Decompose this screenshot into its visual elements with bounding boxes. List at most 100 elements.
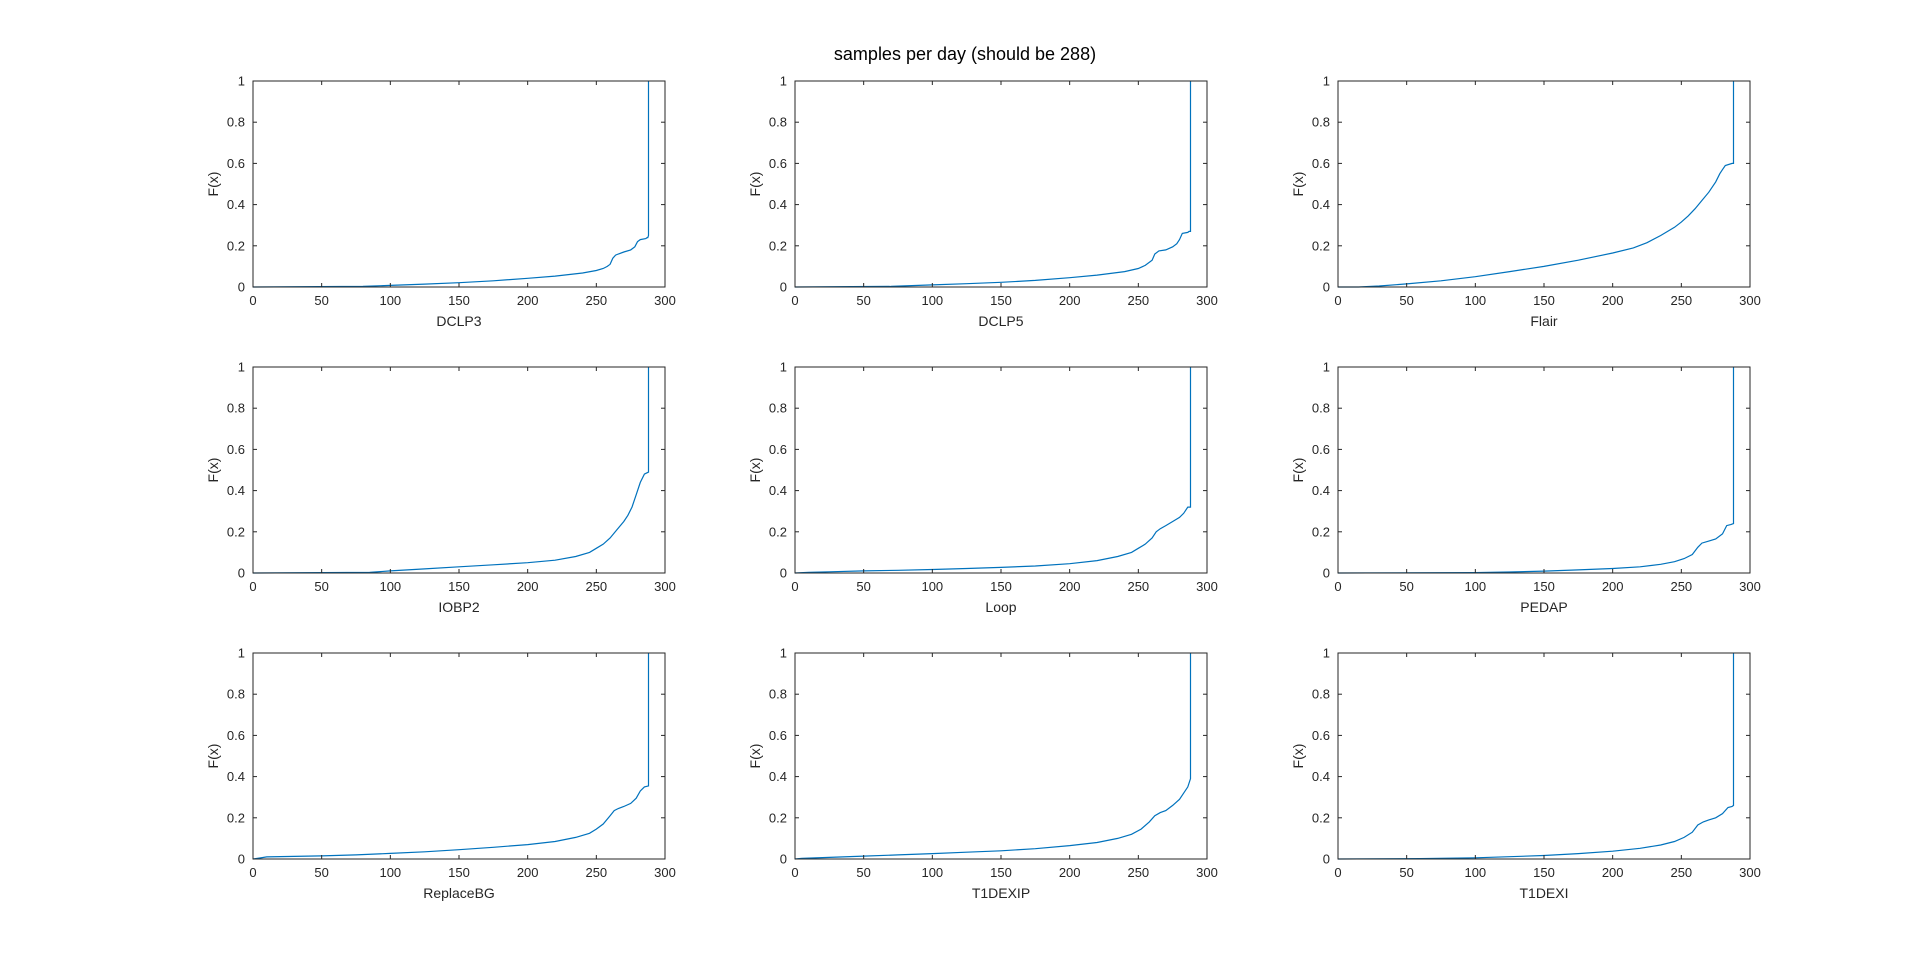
y-tick-label: 0.4 [1312, 197, 1330, 212]
y-tick-label: 0 [238, 852, 245, 867]
x-tick-label: 300 [1196, 579, 1218, 594]
x-tick-label: 250 [585, 865, 607, 880]
x-tick-label: 50 [856, 579, 870, 594]
x-tick-label: 250 [585, 579, 607, 594]
x-tick-label: 0 [791, 865, 798, 880]
x-tick-label: 300 [1196, 865, 1218, 880]
x-tick-label: 250 [1127, 293, 1149, 308]
y-tick-label: 0.4 [769, 769, 787, 784]
y-tick-label: 1 [780, 646, 787, 661]
y-tick-label: 0.8 [769, 687, 787, 702]
y-tick-label: 0.6 [1312, 156, 1330, 171]
figure-title: samples per day (should be 288) [834, 44, 1096, 64]
x-tick-label: 100 [1464, 579, 1486, 594]
x-tick-label: 300 [1196, 293, 1218, 308]
x-axis-label: T1DEXIP [972, 885, 1030, 901]
y-tick-label: 0.2 [1312, 810, 1330, 825]
subplot-iobp2: 0 50 100 150 200 250 300 0 0.2 0.4 0.6 0.8 1 IOBP2 F(x… [205, 360, 676, 616]
x-tick-label: 150 [1533, 293, 1555, 308]
x-axis-label: DCLP3 [436, 313, 481, 329]
ecdf-line [794, 81, 1192, 288]
y-axis-label: F(x) [205, 172, 221, 197]
x-tick-label: 300 [654, 293, 676, 308]
x-tick-label: 50 [1399, 293, 1413, 308]
y-axis-label: F(x) [205, 744, 221, 769]
y-tick-label: 0.8 [1312, 401, 1330, 416]
y-tick-label: 0.6 [227, 442, 245, 457]
x-tick-label: 200 [1059, 293, 1081, 308]
x-tick-label: 50 [856, 293, 870, 308]
x-tick-label: 50 [1399, 865, 1413, 880]
x-tick-label: 50 [314, 579, 328, 594]
y-tick-label: 0 [238, 566, 245, 581]
x-tick-label: 200 [1059, 865, 1081, 880]
y-tick-label: 0 [780, 280, 787, 295]
x-tick-label: 50 [314, 865, 328, 880]
y-tick-label: 0.4 [227, 197, 245, 212]
x-tick-label: 100 [379, 579, 401, 594]
y-tick-label: 1 [780, 360, 787, 375]
y-axis-label: F(x) [1290, 458, 1306, 483]
y-tick-label: 0 [1323, 852, 1330, 867]
x-tick-label: 50 [856, 865, 870, 880]
x-axis-label: ReplaceBG [423, 885, 495, 901]
x-tick-label: 150 [990, 293, 1012, 308]
subplot-flair: 0 50 100 150 200 250 300 0 0.2 0.4 0.6 0.8 1 Flair F(x… [1290, 74, 1761, 330]
x-tick-label: 150 [448, 579, 470, 594]
x-tick-label: 150 [1533, 865, 1555, 880]
x-tick-label: 200 [517, 293, 539, 308]
x-tick-label: 100 [1464, 293, 1486, 308]
y-axis-label: F(x) [747, 744, 763, 769]
x-tick-label: 200 [1602, 579, 1624, 594]
x-tick-label: 300 [1739, 293, 1761, 308]
x-tick-label: 100 [379, 865, 401, 880]
y-tick-label: 0.2 [769, 524, 787, 539]
x-tick-label: 150 [448, 293, 470, 308]
subplot-replacebg: 0 50 100 150 200 250 300 0 0.2 0.4 0.6 0.8 1 ReplaceB… [205, 646, 676, 902]
y-tick-label: 0 [238, 280, 245, 295]
x-tick-label: 0 [791, 579, 798, 594]
ecdf-line [1337, 653, 1735, 860]
x-tick-label: 0 [1334, 865, 1341, 880]
ecdf-line [794, 653, 1192, 860]
y-tick-label: 1 [238, 74, 245, 89]
y-tick-label: 0.8 [227, 401, 245, 416]
x-tick-label: 200 [1602, 865, 1624, 880]
y-axis-label: F(x) [1290, 172, 1306, 197]
x-tick-label: 0 [1334, 293, 1341, 308]
y-tick-label: 1 [238, 646, 245, 661]
x-tick-label: 200 [517, 579, 539, 594]
subplot-t1dexip: 0 50 100 150 200 250 300 0 0.2 0.4 0.6 0.8 1 T1DEXIP F… [747, 646, 1218, 902]
x-tick-label: 100 [921, 293, 943, 308]
x-axis-label: T1DEXI [1519, 885, 1568, 901]
x-tick-label: 250 [1670, 579, 1692, 594]
y-tick-label: 0 [1323, 280, 1330, 295]
y-tick-label: 0.2 [227, 238, 245, 253]
y-tick-label: 0.2 [1312, 524, 1330, 539]
ecdf-line [252, 653, 650, 860]
y-tick-label: 0.6 [769, 728, 787, 743]
ecdf-line [1337, 367, 1735, 574]
y-tick-label: 0.4 [1312, 769, 1330, 784]
y-tick-label: 0.2 [1312, 238, 1330, 253]
y-tick-label: 0 [1323, 566, 1330, 581]
subplot-t1dexi: 0 50 100 150 200 250 300 0 0.2 0.4 0.6 0.8 1 T1DEXI F(… [1290, 646, 1761, 902]
subplot-grid: 0 50 100 150 200 250 30000.20.40.60.81DCLP3F(x… [205, 74, 1761, 902]
y-tick-label: 1 [1323, 360, 1330, 375]
y-axis-label: F(x) [1290, 744, 1306, 769]
x-axis-label: DCLP5 [978, 313, 1023, 329]
y-axis-label: F(x) [747, 172, 763, 197]
x-tick-label: 300 [654, 579, 676, 594]
y-tick-label: 0.4 [227, 769, 245, 784]
x-tick-label: 150 [990, 865, 1012, 880]
y-tick-label: 0.2 [227, 524, 245, 539]
x-tick-label: 200 [1059, 579, 1081, 594]
x-tick-label: 250 [585, 293, 607, 308]
y-tick-label: 0.6 [1312, 728, 1330, 743]
x-tick-label: 0 [791, 293, 798, 308]
y-tick-label: 0.6 [769, 442, 787, 457]
y-tick-label: 0 [780, 566, 787, 581]
x-tick-label: 50 [1399, 579, 1413, 594]
y-tick-label: 0.6 [769, 156, 787, 171]
